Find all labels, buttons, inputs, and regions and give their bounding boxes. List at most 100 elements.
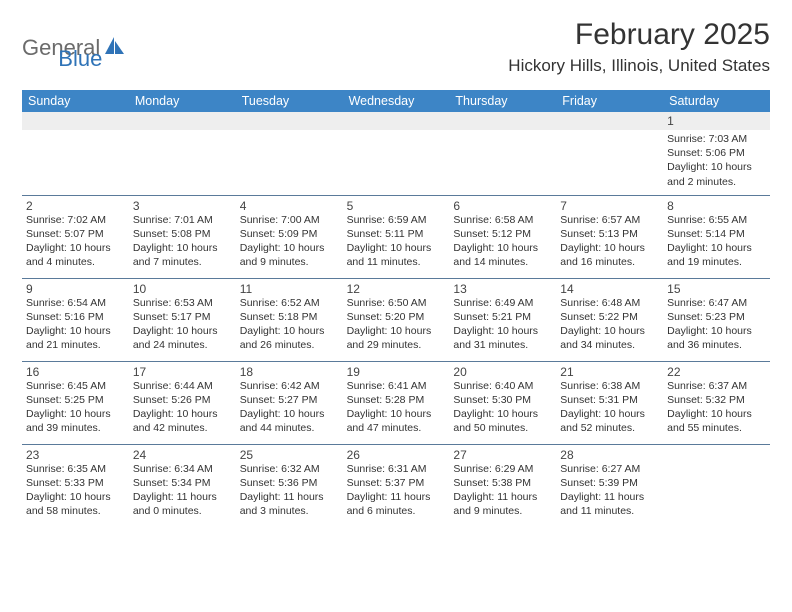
calendar-page: General Blue February 2025 Hickory Hills… (0, 0, 792, 537)
sunrise-text: Sunrise: 6:32 AM (240, 462, 339, 476)
sunrise-text: Sunrise: 6:40 AM (453, 379, 552, 393)
sunset-text: Sunset: 5:38 PM (453, 476, 552, 490)
daylight-text: and 0 minutes. (133, 504, 232, 518)
day-header: Thursday (449, 90, 556, 112)
sunrise-text: Sunrise: 6:55 AM (667, 213, 766, 227)
day-cell: 2Sunrise: 7:02 AMSunset: 5:07 PMDaylight… (22, 196, 129, 278)
daylight-text: Daylight: 10 hours (347, 324, 446, 338)
daylight-text: Daylight: 10 hours (240, 407, 339, 421)
sunrise-text: Sunrise: 6:34 AM (133, 462, 232, 476)
sunset-text: Sunset: 5:22 PM (560, 310, 659, 324)
daylight-text: Daylight: 10 hours (133, 241, 232, 255)
day-number (133, 114, 232, 128)
sunrise-text: Sunrise: 7:00 AM (240, 213, 339, 227)
day-number: 18 (240, 365, 339, 379)
day-cell: 18Sunrise: 6:42 AMSunset: 5:27 PMDayligh… (236, 362, 343, 444)
daylight-text: Daylight: 11 hours (240, 490, 339, 504)
sunset-text: Sunset: 5:17 PM (133, 310, 232, 324)
sunrise-text: Sunrise: 7:01 AM (133, 213, 232, 227)
daylight-text: Daylight: 10 hours (240, 324, 339, 338)
day-cell: 4Sunrise: 7:00 AMSunset: 5:09 PMDaylight… (236, 196, 343, 278)
day-number: 14 (560, 282, 659, 296)
daylight-text: Daylight: 10 hours (667, 241, 766, 255)
daylight-text: Daylight: 11 hours (560, 490, 659, 504)
day-cell: 7Sunrise: 6:57 AMSunset: 5:13 PMDaylight… (556, 196, 663, 278)
day-number: 3 (133, 199, 232, 213)
daylight-text: Daylight: 10 hours (667, 407, 766, 421)
day-cell: 5Sunrise: 6:59 AMSunset: 5:11 PMDaylight… (343, 196, 450, 278)
sunrise-text: Sunrise: 6:31 AM (347, 462, 446, 476)
daylight-text: and 42 minutes. (133, 421, 232, 435)
daylight-text: and 21 minutes. (26, 338, 125, 352)
day-cell: 20Sunrise: 6:40 AMSunset: 5:30 PMDayligh… (449, 362, 556, 444)
brand-sail-icon (102, 36, 126, 61)
day-cell: 14Sunrise: 6:48 AMSunset: 5:22 PMDayligh… (556, 279, 663, 361)
daylight-text: and 24 minutes. (133, 338, 232, 352)
brand-word-2: Blue (58, 46, 102, 72)
daylight-text: Daylight: 10 hours (26, 324, 125, 338)
daylight-text: Daylight: 10 hours (133, 324, 232, 338)
day-number: 15 (667, 282, 766, 296)
day-header: Wednesday (343, 90, 450, 112)
calendar-grid: Sunday Monday Tuesday Wednesday Thursday… (22, 90, 770, 527)
daylight-text: and 11 minutes. (347, 255, 446, 269)
page-header: General Blue February 2025 Hickory Hills… (22, 18, 770, 76)
daylight-text: Daylight: 10 hours (26, 241, 125, 255)
sunset-text: Sunset: 5:32 PM (667, 393, 766, 407)
sunrise-text: Sunrise: 6:37 AM (667, 379, 766, 393)
day-number (560, 114, 659, 128)
sunset-text: Sunset: 5:14 PM (667, 227, 766, 241)
day-cell: 27Sunrise: 6:29 AMSunset: 5:38 PMDayligh… (449, 445, 556, 527)
sunrise-text: Sunrise: 6:47 AM (667, 296, 766, 310)
sunset-text: Sunset: 5:30 PM (453, 393, 552, 407)
day-cell: 17Sunrise: 6:44 AMSunset: 5:26 PMDayligh… (129, 362, 236, 444)
day-cell: 22Sunrise: 6:37 AMSunset: 5:32 PMDayligh… (663, 362, 770, 444)
location-label: Hickory Hills, Illinois, United States (508, 56, 770, 76)
day-cell (236, 112, 343, 195)
sunrise-text: Sunrise: 6:53 AM (133, 296, 232, 310)
day-number: 20 (453, 365, 552, 379)
day-header: Monday (129, 90, 236, 112)
day-number: 2 (26, 199, 125, 213)
day-number: 19 (347, 365, 446, 379)
sunset-text: Sunset: 5:11 PM (347, 227, 446, 241)
day-number (347, 114, 446, 128)
sunrise-text: Sunrise: 6:58 AM (453, 213, 552, 227)
day-cell: 10Sunrise: 6:53 AMSunset: 5:17 PMDayligh… (129, 279, 236, 361)
sunset-text: Sunset: 5:27 PM (240, 393, 339, 407)
brand-logo: General Blue (22, 24, 102, 72)
day-number: 10 (133, 282, 232, 296)
day-number: 25 (240, 448, 339, 462)
daylight-text: and 9 minutes. (453, 504, 552, 518)
sunset-text: Sunset: 5:23 PM (667, 310, 766, 324)
sunset-text: Sunset: 5:25 PM (26, 393, 125, 407)
day-number: 9 (26, 282, 125, 296)
sunset-text: Sunset: 5:20 PM (347, 310, 446, 324)
daylight-text: Daylight: 10 hours (347, 407, 446, 421)
daylight-text: and 14 minutes. (453, 255, 552, 269)
daylight-text: Daylight: 10 hours (667, 324, 766, 338)
daylight-text: Daylight: 10 hours (560, 324, 659, 338)
sunset-text: Sunset: 5:06 PM (667, 146, 766, 160)
daylight-text: Daylight: 10 hours (453, 324, 552, 338)
sunrise-text: Sunrise: 7:03 AM (667, 132, 766, 146)
daylight-text: and 7 minutes. (133, 255, 232, 269)
daylight-text: and 31 minutes. (453, 338, 552, 352)
day-number: 27 (453, 448, 552, 462)
daylight-text: and 3 minutes. (240, 504, 339, 518)
day-header: Saturday (663, 90, 770, 112)
sunset-text: Sunset: 5:18 PM (240, 310, 339, 324)
day-cell: 3Sunrise: 7:01 AMSunset: 5:08 PMDaylight… (129, 196, 236, 278)
day-cell (556, 112, 663, 195)
daylight-text: and 36 minutes. (667, 338, 766, 352)
daylight-text: Daylight: 10 hours (133, 407, 232, 421)
sunset-text: Sunset: 5:33 PM (26, 476, 125, 490)
sunrise-text: Sunrise: 6:49 AM (453, 296, 552, 310)
daylight-text: and 29 minutes. (347, 338, 446, 352)
day-cell: 1Sunrise: 7:03 AMSunset: 5:06 PMDaylight… (663, 112, 770, 195)
sunset-text: Sunset: 5:34 PM (133, 476, 232, 490)
daylight-text: and 52 minutes. (560, 421, 659, 435)
daylight-text: and 39 minutes. (26, 421, 125, 435)
day-number: 23 (26, 448, 125, 462)
day-cell: 19Sunrise: 6:41 AMSunset: 5:28 PMDayligh… (343, 362, 450, 444)
